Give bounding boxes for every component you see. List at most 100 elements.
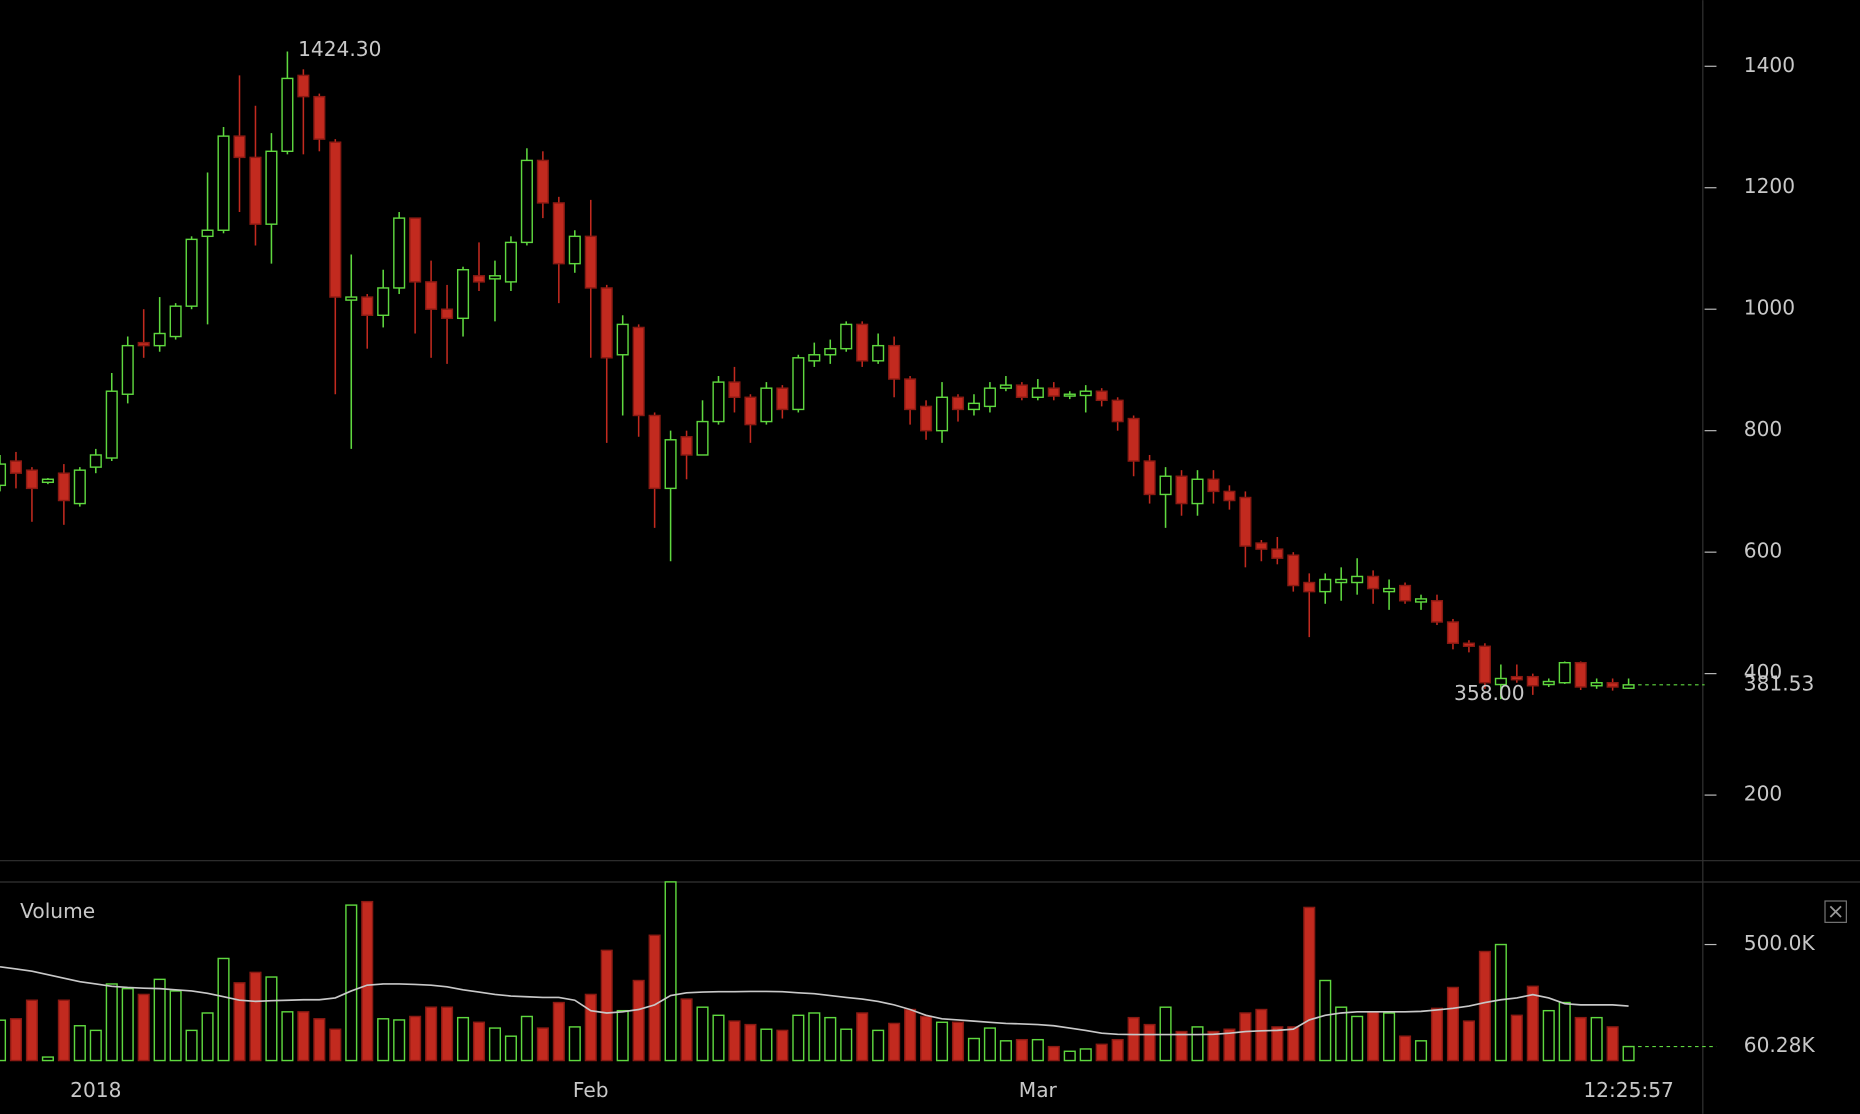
candle-body — [441, 308, 454, 320]
volume-bar — [57, 999, 70, 1062]
candle-body — [552, 202, 565, 265]
volume-bar — [1574, 1016, 1587, 1062]
volume-bar — [409, 1015, 422, 1062]
volume-bar — [632, 979, 645, 1062]
volume-bar — [504, 1035, 517, 1062]
candle-body — [1622, 684, 1635, 689]
candle-body — [169, 305, 182, 338]
volume-bar — [73, 1025, 86, 1062]
candle-body — [1159, 475, 1172, 496]
candle-body — [1446, 621, 1460, 644]
candle-body — [536, 159, 549, 204]
volume-bar — [856, 1012, 869, 1062]
volume-bar — [441, 1006, 454, 1062]
volume-bar — [1351, 1015, 1364, 1062]
volume-bar — [185, 1029, 198, 1062]
volume-bar — [872, 1029, 885, 1062]
candle-body — [201, 229, 214, 238]
candle-body — [425, 281, 438, 310]
candle-body — [967, 402, 981, 411]
volume-bar — [1095, 1043, 1108, 1062]
y-tick-label: 1000 — [1744, 296, 1795, 320]
volume-bar — [1271, 1026, 1284, 1062]
volume-bar — [1446, 986, 1460, 1062]
candle-body — [1191, 478, 1204, 505]
volume-bar — [664, 881, 677, 1062]
candle-body — [760, 387, 773, 423]
volume-bar — [1606, 1026, 1619, 1062]
volume-bar — [201, 1012, 214, 1062]
candle-body — [824, 347, 837, 356]
volume-bar — [1207, 1030, 1220, 1062]
volume-bar — [1111, 1038, 1124, 1062]
volume-bar — [1287, 1026, 1300, 1062]
volume-bar — [920, 1015, 933, 1062]
candle-body — [1606, 682, 1619, 688]
volume-bar — [744, 1023, 757, 1062]
candle-body — [1574, 661, 1587, 688]
candle-body — [1207, 478, 1220, 493]
volume-bar — [712, 1014, 725, 1062]
candle-body — [105, 390, 118, 459]
candle-body — [153, 332, 166, 347]
volume-bar — [137, 993, 150, 1062]
candle-body — [345, 296, 358, 301]
volume-bar — [281, 1011, 294, 1062]
candle-body — [1047, 387, 1060, 397]
volume-bar — [536, 1027, 549, 1062]
candle-body — [584, 235, 597, 289]
y-tick-label: 400 — [1744, 660, 1782, 684]
volume-bar — [568, 1026, 581, 1062]
volume-bar — [792, 1014, 805, 1062]
candle-body — [488, 275, 502, 280]
candle-body — [1335, 578, 1348, 584]
candle-body — [73, 469, 86, 505]
candle-body — [1399, 584, 1412, 602]
candle-body — [776, 387, 789, 411]
volume-bar — [472, 1021, 486, 1062]
volume-bar — [1047, 1045, 1060, 1062]
candle-body — [856, 323, 869, 362]
volume-bar — [1414, 1040, 1428, 1062]
candle-body — [265, 150, 278, 225]
candle-body — [57, 472, 70, 502]
candle-body — [744, 396, 757, 426]
candle-body — [9, 460, 23, 474]
candle-body — [904, 378, 917, 411]
volume-bar — [329, 1028, 342, 1062]
close-button[interactable] — [1824, 900, 1847, 923]
candle-body — [1127, 417, 1140, 462]
y-tick-label: 1200 — [1744, 174, 1795, 198]
volume-bar — [776, 1029, 789, 1062]
volume-bar — [169, 990, 182, 1062]
min-label: 358.00 — [1454, 681, 1525, 705]
candle-body — [377, 287, 390, 316]
volume-bar — [760, 1028, 773, 1062]
candle-body — [808, 354, 821, 362]
volume-bar — [1143, 1023, 1156, 1062]
candle-body — [664, 439, 677, 490]
volume-bar — [1031, 1038, 1044, 1062]
candle-body — [361, 296, 374, 316]
candle-body — [393, 217, 406, 289]
candle-body — [1015, 384, 1028, 398]
max-label: 1424.30 — [298, 37, 381, 61]
candle-body — [313, 95, 326, 140]
candle-body — [504, 241, 517, 283]
volume-bar — [1526, 985, 1539, 1062]
y-tick-label: 200 — [1744, 782, 1782, 806]
candle-body — [249, 156, 262, 225]
candle-body — [1143, 460, 1156, 496]
candle-body — [456, 269, 470, 320]
candle-body — [1462, 642, 1475, 648]
candle-body — [1287, 554, 1300, 587]
volume-bar — [1494, 943, 1507, 1062]
candle-body — [217, 135, 230, 231]
volume-bar — [1590, 1016, 1603, 1062]
volume-bar — [935, 1021, 949, 1062]
candle-body — [1095, 390, 1108, 402]
volume-bar — [552, 1001, 565, 1062]
volume-bar — [1558, 1001, 1571, 1062]
y-tick-label: 800 — [1744, 417, 1782, 441]
x-tick-label: Mar — [1019, 1078, 1058, 1102]
